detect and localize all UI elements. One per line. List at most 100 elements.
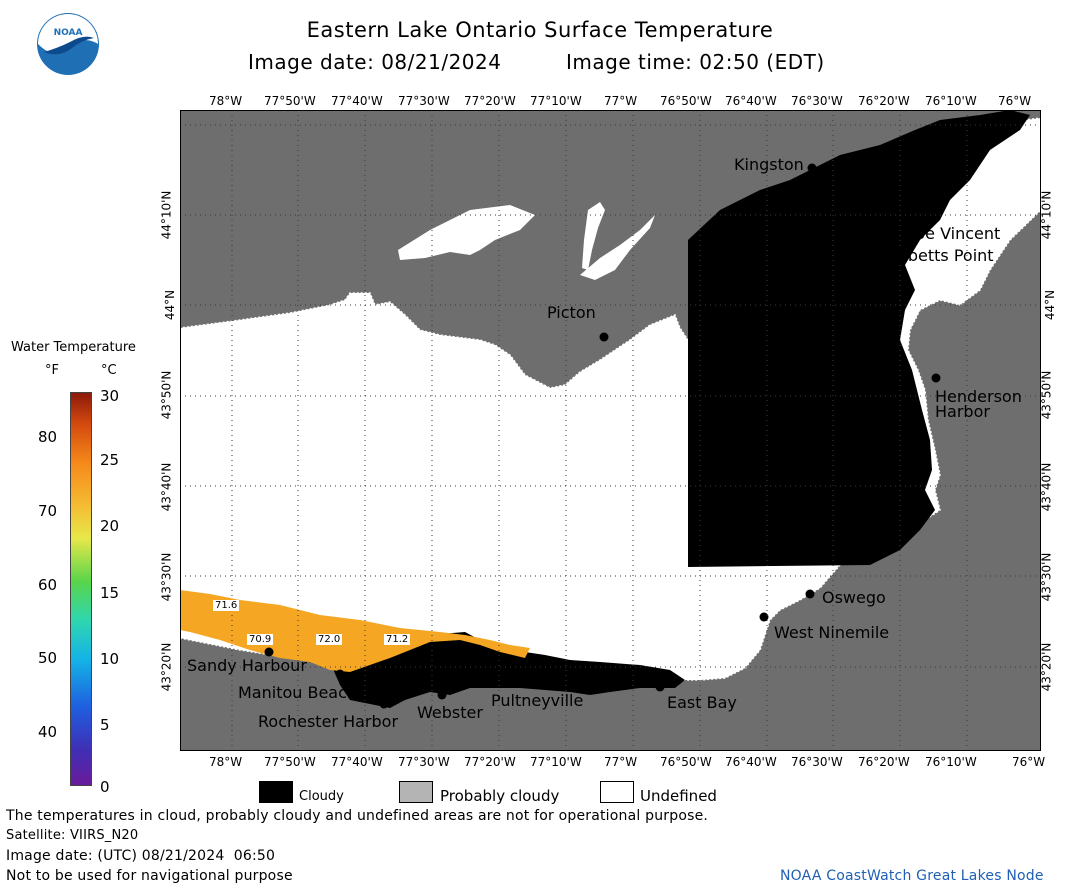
- lon-tick-top: 77°W: [604, 94, 638, 108]
- lat-tick-right: 44°10'N: [1039, 190, 1054, 240]
- lat-tick-left: 44°10'N: [159, 190, 174, 240]
- lon-tick-bottom: 77°20'W: [464, 755, 516, 769]
- color-scale-bar: [70, 392, 92, 786]
- temp-label: 71.6: [213, 600, 240, 611]
- c-tick: 0: [100, 778, 110, 796]
- place-label-manitou-beach: Manitou Beach: [238, 683, 358, 702]
- cloud-east: [688, 110, 1030, 567]
- legend-unit-c: °C: [101, 363, 117, 378]
- lon-tick-bottom: 77°50'W: [264, 755, 316, 769]
- lon-tick-top: 78°W: [209, 94, 243, 108]
- lon-tick-bottom: 76°50'W: [660, 755, 712, 769]
- lon-tick-top: 76°40'W: [725, 94, 777, 108]
- key-undefined-label: Undefined: [640, 787, 717, 805]
- place-label-harbor: Harbor: [935, 402, 990, 421]
- f-tick: 60: [38, 576, 58, 594]
- place-label-tibbetts-point: Tibbetts Point: [884, 246, 994, 265]
- lon-tick-top: 77°50'W: [264, 94, 316, 108]
- lon-tick-top: 77°10'W: [530, 94, 582, 108]
- lon-tick-bottom: 77°30'W: [398, 755, 450, 769]
- f-tick: 50: [38, 649, 58, 667]
- satellite-text: Satellite: VIIRS_N20: [6, 828, 139, 843]
- lon-tick-bottom: 77°W: [604, 755, 638, 769]
- cloud-south: [330, 632, 685, 708]
- cape-vincent-dot: [877, 225, 887, 235]
- lon-tick-bottom: 77°10'W: [530, 755, 582, 769]
- lat-tick-right: 43°50'N: [1039, 370, 1054, 420]
- place-label-henderson: Henderson: [935, 387, 1022, 406]
- rochester-harbor-dot: [379, 699, 389, 709]
- place-label-webster: Webster: [417, 703, 483, 722]
- place-label-picton: Picton: [547, 303, 596, 322]
- place-label-west-ninemile: West Ninemile: [774, 623, 890, 642]
- webster-dot: [437, 690, 447, 700]
- west-ninemile-dot: [759, 612, 769, 622]
- lat-tick-right: 44°N: [1043, 289, 1058, 321]
- lon-tick-top: 76°30'W: [791, 94, 843, 108]
- image-time-line: Image time: 02:50 (EDT): [566, 50, 825, 74]
- utc-date-text: Image date: (UTC) 08/21/2024 06:50: [6, 848, 276, 864]
- lon-tick-top: 76°10'W: [925, 94, 977, 108]
- image-date-line: Image date: 08/21/2024: [248, 50, 502, 74]
- lon-tick-top: 76°20'W: [858, 94, 910, 108]
- lon-tick-top: 77°20'W: [464, 94, 516, 108]
- lon-tick-top: 76°50'W: [660, 94, 712, 108]
- key-probably-cloudy-swatch: [399, 781, 433, 803]
- lat-tick-left: 43°30'N: [159, 552, 174, 602]
- lon-tick-bottom: 76°W: [1012, 755, 1046, 769]
- pultneyville-dot: [539, 680, 549, 690]
- henderson-harbor-dot: [931, 373, 941, 383]
- c-tick: 30: [100, 387, 120, 405]
- lon-tick-bottom: 76°30'W: [791, 755, 843, 769]
- temp-label: 72.0: [316, 634, 343, 645]
- place-label-oswego: Oswego: [822, 588, 886, 607]
- sandy-harbour-dot: [264, 647, 274, 657]
- legend-unit-f: °F: [45, 363, 59, 378]
- credit-text: NOAA CoastWatch Great Lakes Node: [780, 868, 1044, 884]
- lat-tick-left: 43°50'N: [159, 370, 174, 420]
- manitou-beach-dot: [335, 669, 345, 679]
- c-tick: 20: [100, 517, 120, 535]
- c-tick: 5: [100, 716, 110, 734]
- noaa-logo: NOAA: [36, 12, 100, 76]
- oswego-dot: [805, 589, 815, 599]
- lon-tick-top: 77°30'W: [398, 94, 450, 108]
- f-tick: 80: [38, 428, 58, 446]
- place-label-east-bay: East Bay: [667, 693, 737, 712]
- picton-dot: [599, 332, 609, 342]
- lon-tick-bottom: 77°40'W: [331, 755, 383, 769]
- key-undefined-swatch: [600, 781, 634, 803]
- temp-label: 71.2: [384, 634, 411, 645]
- lat-tick-left: 43°20'N: [159, 642, 174, 692]
- lat-tick-right: 43°30'N: [1039, 552, 1054, 602]
- kingston-dot: [807, 163, 817, 173]
- lon-tick-bottom: 76°10'W: [925, 755, 977, 769]
- c-tick: 25: [100, 451, 120, 469]
- place-label-cape-vincent: Cape Vincent: [894, 224, 1001, 243]
- place-label-kingston: Kingston: [734, 155, 804, 174]
- lat-tick-left: 43°40'N: [159, 462, 174, 512]
- map-title: Eastern Lake Ontario Surface Temperature: [306, 18, 774, 42]
- nav-warning-text: Not to be used for navigational purpose: [6, 868, 293, 884]
- f-tick: 70: [38, 502, 58, 520]
- east-bay-dot: [655, 682, 665, 692]
- key-cloudy-label: Cloudy: [299, 789, 344, 804]
- lake-map: [180, 110, 1041, 751]
- noaa-logo-text: NOAA: [53, 28, 83, 38]
- lat-tick-left: 44°N: [163, 289, 178, 321]
- lon-tick-bottom: 78°W: [209, 755, 243, 769]
- place-label-rochester-harbor: Rochester Harbor: [258, 712, 399, 731]
- lat-tick-right: 43°40'N: [1039, 462, 1054, 512]
- place-label-pultneyville: Pultneyville: [491, 691, 584, 710]
- key-probably-cloudy-label: Probably cloudy: [440, 787, 560, 805]
- c-tick: 15: [100, 584, 120, 602]
- f-tick: 40: [38, 723, 58, 741]
- legend-title: Water Temperature: [11, 340, 136, 355]
- disclaimer-text: The temperatures in cloud, probably clou…: [6, 808, 709, 824]
- lon-tick-bottom: 76°40'W: [725, 755, 777, 769]
- lat-tick-right: 43°20'N: [1039, 642, 1054, 692]
- lon-tick-bottom: 76°20'W: [858, 755, 910, 769]
- key-cloudy-swatch: [259, 781, 293, 803]
- lon-tick-top: 77°40'W: [331, 94, 383, 108]
- c-tick: 10: [100, 650, 120, 668]
